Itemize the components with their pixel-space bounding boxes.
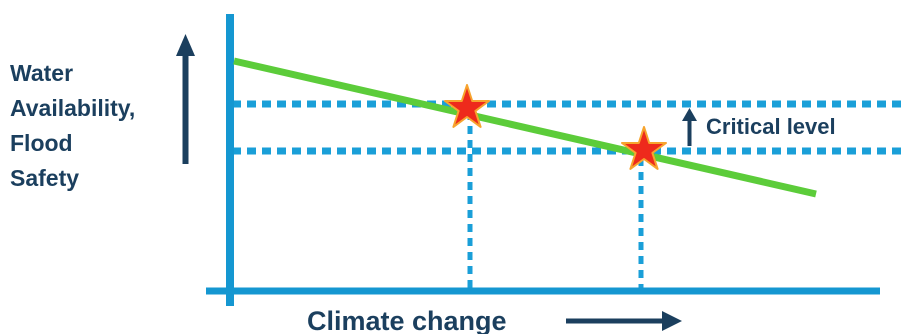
y-axis-label-line-4: Safety [10,165,79,191]
up-arrow-icon [176,34,195,164]
y-axis-label-line-1: Water [10,60,73,86]
right-arrow-icon [566,311,682,331]
y-axis-label-line-2: Availability, [10,95,135,121]
critical-level-label: Critical level [706,114,836,139]
star-icon [444,84,490,128]
star-icon [621,126,667,170]
trend-line [233,57,817,198]
y-axis-label-line-3: Flood [10,130,73,156]
up-arrow-icon [682,108,697,146]
x-axis-label: Climate change [307,306,507,334]
y-axis-label: Water Availability, Flood Safety [10,60,142,191]
